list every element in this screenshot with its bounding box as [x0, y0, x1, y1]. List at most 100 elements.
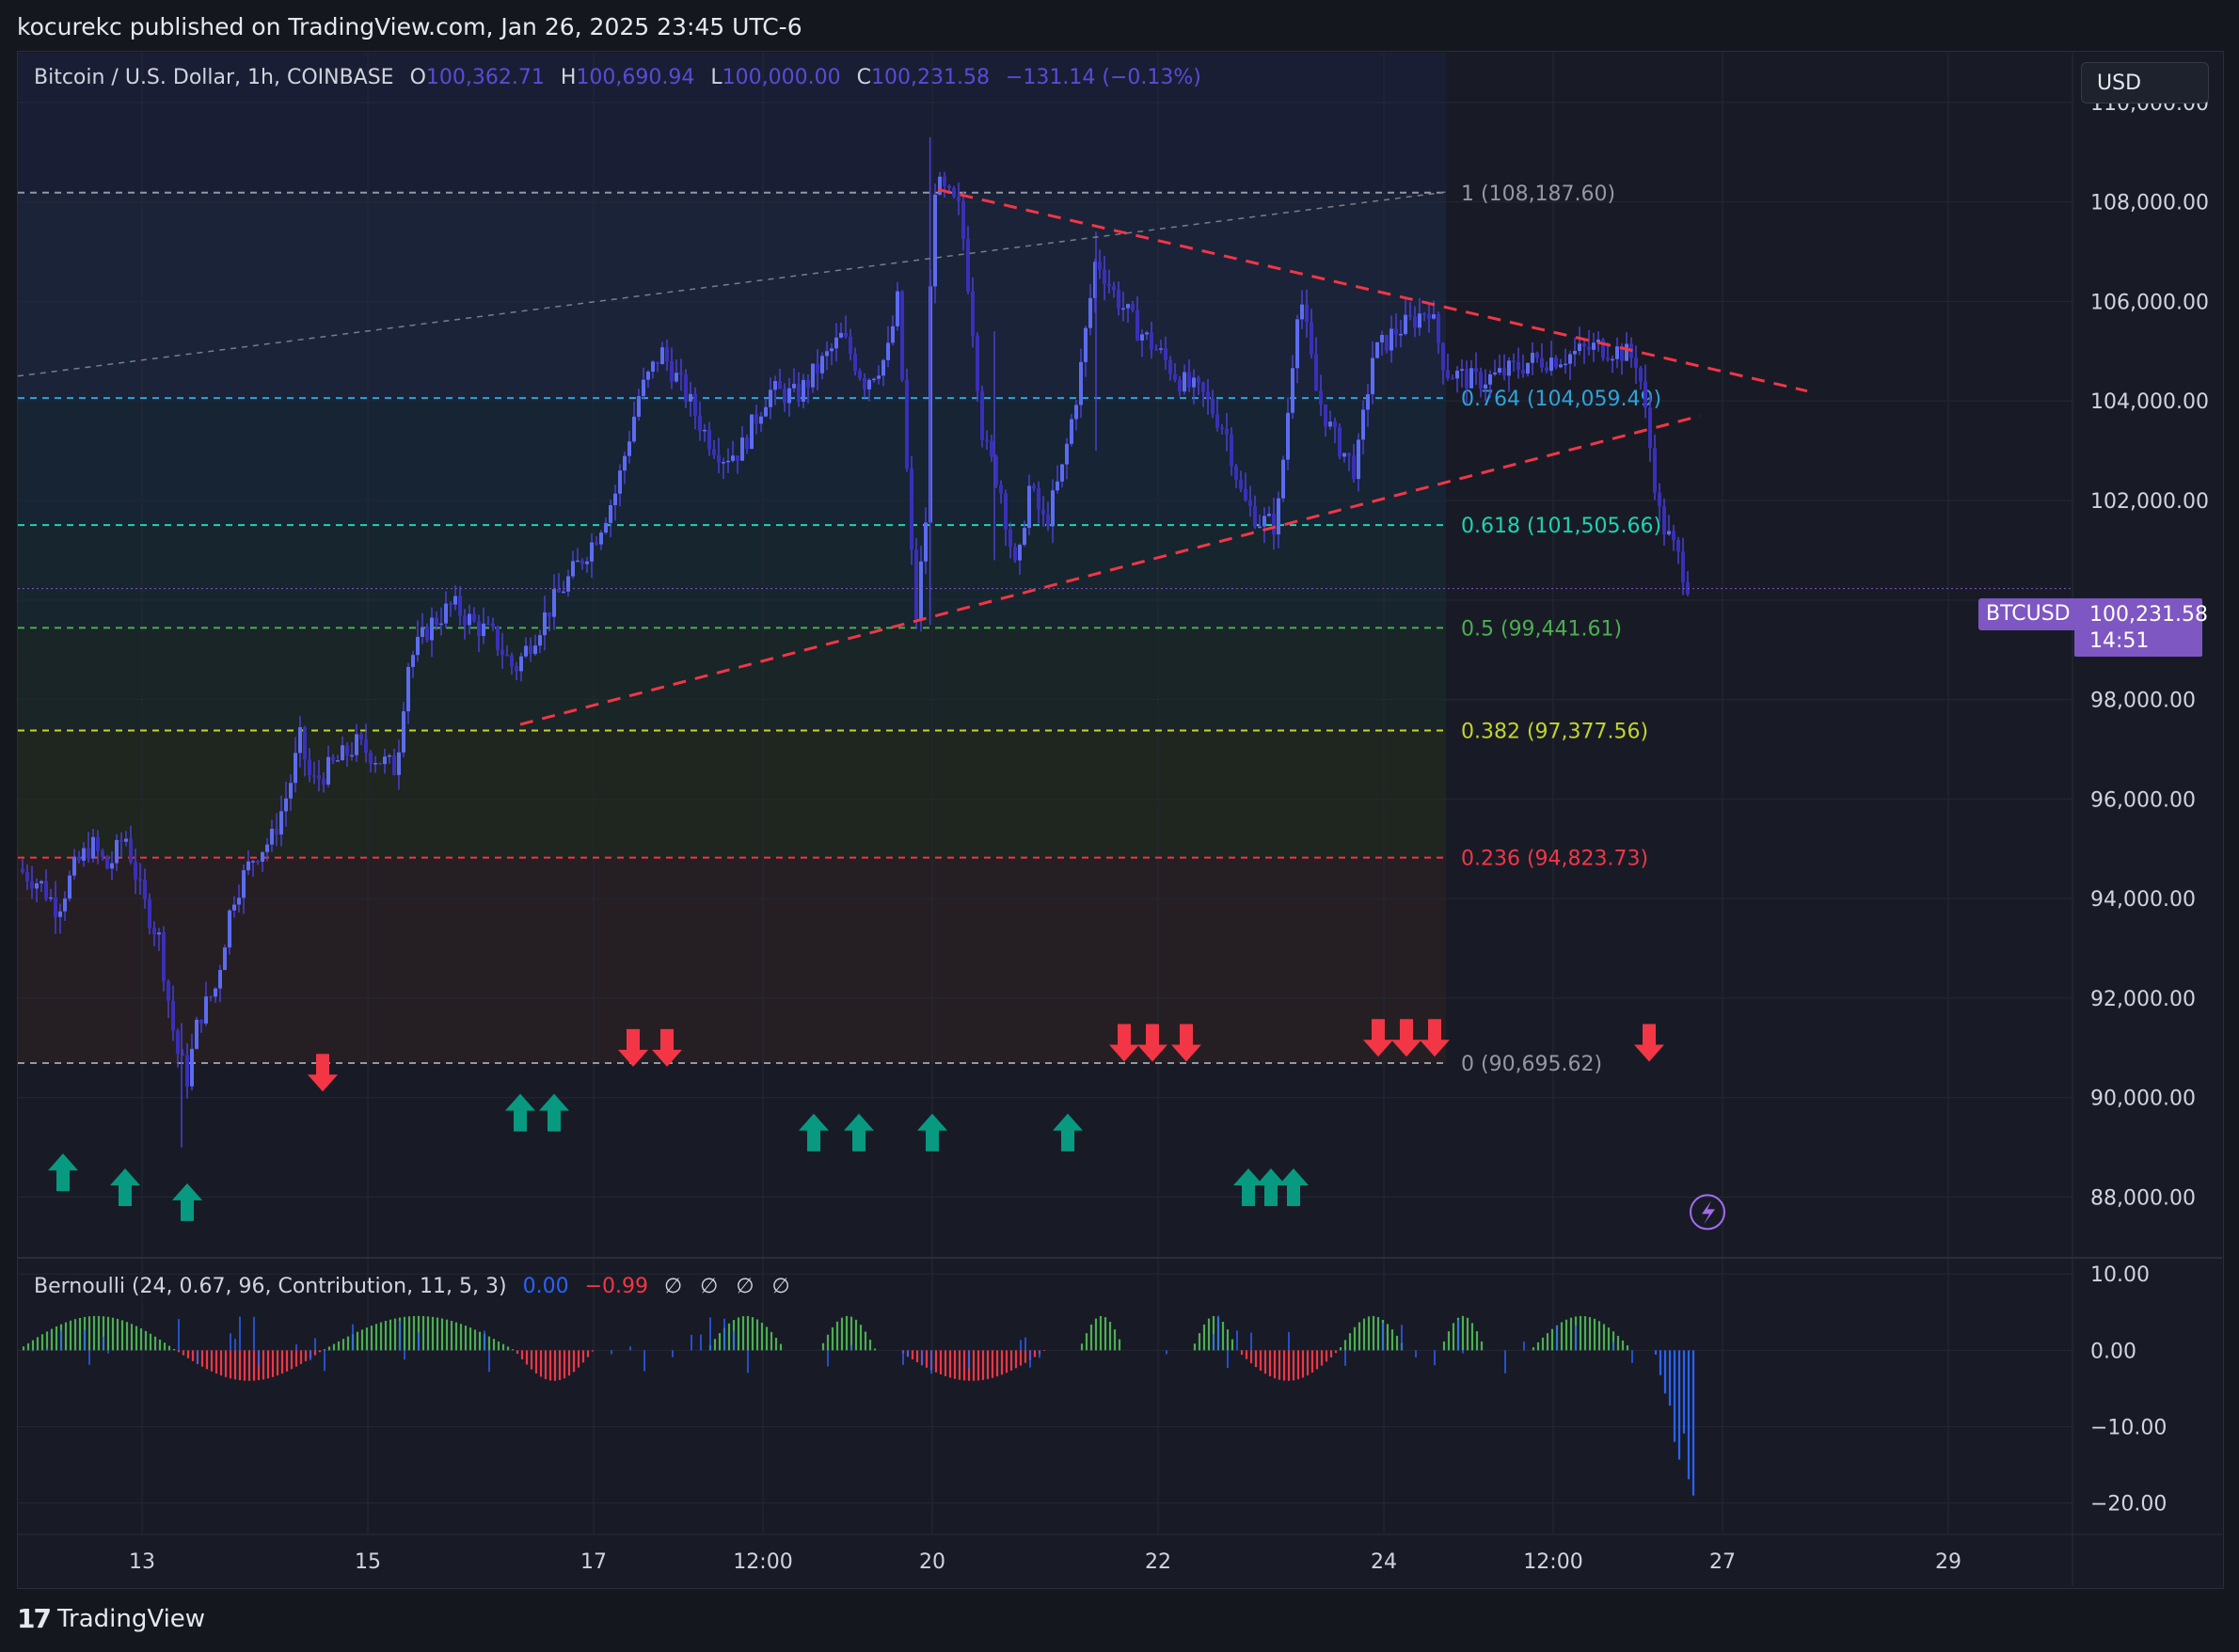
time-axis-label: 13 [129, 1550, 155, 1574]
candle-body [1507, 360, 1511, 376]
candle-body [792, 384, 796, 389]
candle-body [270, 828, 274, 845]
candle-body [1168, 359, 1172, 374]
fib-band [18, 398, 1446, 526]
open-label: O [409, 66, 426, 89]
footer-brand[interactable]: 17 TradingView [17, 1603, 205, 1634]
candle-body [68, 875, 71, 899]
change-value: −131.14 (−0.13%) [1005, 66, 1201, 89]
candle-body [971, 292, 975, 337]
time-axis-label: 17 [580, 1550, 607, 1574]
candle-body [712, 449, 716, 455]
candles [21, 136, 1690, 1148]
trendline [17, 191, 1447, 377]
candle-body [1535, 352, 1539, 358]
price-axis-label: 88,000.00 [2090, 1187, 2196, 1211]
indicator-axis-label: 10.00 [2090, 1263, 2150, 1287]
buy-signal-arrow-icon [172, 1183, 202, 1221]
candle-body [1277, 498, 1280, 535]
low-label: L [710, 66, 723, 89]
candle-body [604, 522, 608, 533]
candle-body [1103, 269, 1106, 284]
candle-body [1281, 459, 1285, 499]
candle-body [1201, 382, 1205, 392]
candle-body [322, 778, 326, 785]
candle-body [900, 291, 904, 380]
candle-body [976, 336, 979, 391]
candle-body [1079, 361, 1083, 405]
candle-body [947, 185, 951, 189]
candle-body [1380, 335, 1384, 342]
candle-body [58, 911, 62, 917]
candle-body [1060, 464, 1064, 482]
candle-body [63, 898, 67, 912]
time-axis-label: 24 [1371, 1550, 1397, 1574]
candle-body [96, 836, 100, 851]
candle-body [1324, 404, 1327, 427]
candle-body [1347, 453, 1351, 456]
candle-body [1305, 304, 1309, 323]
time-axis-label: 29 [1935, 1550, 1961, 1574]
candle-body [303, 726, 307, 760]
candle-body [25, 871, 29, 882]
candle-body [411, 655, 415, 667]
buy-signal-arrow-icon [1278, 1168, 1309, 1206]
candle-body [1418, 313, 1421, 328]
candle-body [858, 371, 862, 378]
price-axis-label: 108,000.00 [2090, 192, 2209, 215]
high-label: H [560, 66, 577, 89]
fib-band [18, 192, 1446, 399]
price-axis-label: 92,000.00 [2090, 988, 2196, 1011]
candle-body [665, 347, 669, 362]
buy-signal-arrow-icon [110, 1168, 140, 1206]
candle-body [1328, 421, 1332, 427]
candle-body [204, 996, 208, 1024]
candle-body [148, 898, 151, 929]
candle-body [383, 756, 387, 765]
candle-body [129, 838, 133, 863]
candle-body [373, 763, 377, 765]
currency-button[interactable]: USD [2081, 62, 2209, 103]
candle-body [439, 623, 443, 626]
candle-body [228, 910, 231, 948]
open-value: 100,362.71 [425, 66, 545, 89]
brand-name: TradingView [56, 1604, 206, 1633]
candle-body [910, 468, 913, 550]
candle-body [886, 342, 890, 360]
candle-body [1338, 427, 1342, 457]
candle-body [181, 1053, 184, 1056]
candle-body [425, 627, 429, 641]
candle-body [707, 429, 711, 450]
candle-body [162, 932, 166, 981]
candle-body [1192, 377, 1196, 388]
candle-body [397, 752, 401, 775]
candle-body [491, 623, 495, 627]
candle-body [115, 839, 119, 864]
candle-body [1098, 262, 1102, 270]
candle-body [966, 238, 970, 293]
candle-body [435, 617, 438, 626]
candle-body [1032, 485, 1036, 489]
candle-body [990, 440, 993, 457]
candle-body [1234, 466, 1238, 480]
candle-body [1371, 357, 1374, 394]
candle-body [1389, 328, 1393, 351]
buy-signal-arrow-icon [799, 1113, 829, 1152]
candle-body [877, 375, 881, 379]
candle-body [223, 947, 227, 971]
candle-body [1578, 343, 1581, 352]
price-axis-label: 102,000.00 [2090, 490, 2209, 514]
candle-body [1545, 367, 1548, 372]
candle-body [580, 560, 584, 564]
candle-body [152, 928, 156, 935]
candle-body [919, 561, 923, 619]
candle-body [811, 363, 815, 388]
candle-body [167, 980, 170, 1001]
candle-body [237, 897, 241, 905]
fib-band [18, 53, 1446, 193]
candle-body [209, 996, 213, 998]
sell-signal-arrow-icon [1363, 1019, 1393, 1057]
candle-body [717, 454, 721, 463]
trendline [519, 414, 1701, 726]
